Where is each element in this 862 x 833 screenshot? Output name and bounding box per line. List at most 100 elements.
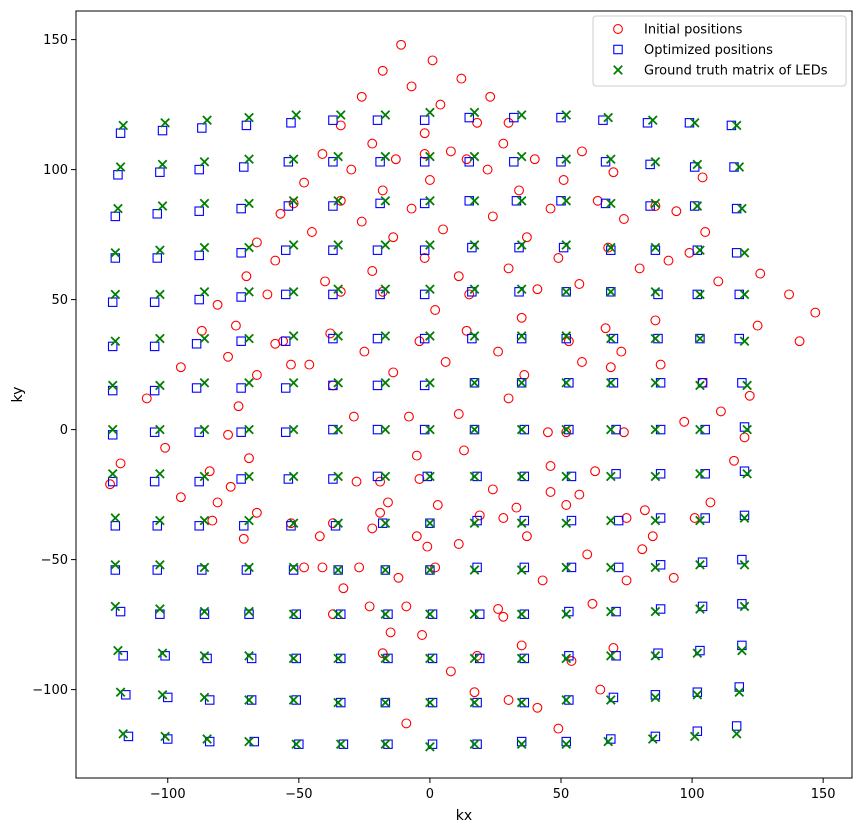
ground-truth-point [605,242,616,253]
optimized-position-point [516,333,527,344]
initial-position-point [498,138,509,149]
ground-truth-point [155,333,165,344]
ground-truth-point [115,162,126,172]
ground-truth-point [561,695,572,705]
x-stroke [692,689,703,700]
initial-position-point [744,390,755,401]
ground-truth-point [107,380,118,391]
initial-position-point [396,39,407,50]
ground-truth-point [692,648,703,659]
optimized-position-point [149,476,160,487]
optimized-position-point [121,690,131,700]
x-stroke [692,159,703,170]
x-stroke [199,333,210,344]
ground-truth-point [734,687,745,698]
x-stroke [689,117,700,128]
initial-position-point [639,505,650,516]
x-stroke [737,203,747,214]
x-stroke [380,151,391,162]
initial-position-point [414,336,425,347]
ground-truth-point [737,645,747,656]
x-stroke [107,380,118,391]
optimized-position-point [556,157,566,167]
x-stroke [605,377,616,388]
x-stroke [516,424,527,435]
ground-truth-point [118,120,129,131]
x-stroke [469,739,480,750]
optimized-position-point [692,687,703,697]
x-tick-label: 150 [811,787,836,802]
x-stroke [561,471,572,482]
ground-truth-point [113,645,123,656]
y-tick-label: 150 [43,33,68,48]
initial-position-point [618,214,629,224]
legend-label-ground-truth: Ground truth matrix of LEDs [644,64,828,79]
x-stroke [613,65,623,75]
optimized-position-point [650,690,661,700]
ground-truth-point [199,333,210,344]
optimized-position-point [149,341,160,352]
initial-position-point [338,583,349,594]
optimized-position-point [419,245,430,255]
optimized-position-point [149,427,160,437]
ground-truth-point [380,471,391,482]
x-stroke [333,424,343,435]
ground-truth-point [380,331,391,341]
initial-position-point [485,91,496,102]
initial-position-point [700,227,711,237]
initial-position-point [351,476,362,487]
optimized-position-point [606,245,616,255]
optimized-position-point [692,726,703,736]
initial-position-point [427,55,438,66]
optimized-position-point [642,118,653,128]
initial-position-point [445,666,456,677]
ground-truth-point [380,609,391,620]
ground-truth-point [288,154,299,165]
ground-truth-point [425,284,435,295]
initial-position-point [212,299,223,310]
x-stroke [425,565,435,575]
optimized-position-point [197,123,207,133]
x-stroke [603,112,614,123]
x-stroke [605,286,616,297]
x-stroke [516,697,527,708]
ground-truth-point [110,513,121,523]
initial-position-point [286,359,296,370]
x-stroke [561,424,572,435]
ground-truth-point [739,601,750,612]
ground-truth-point [155,245,165,256]
optimized-position-point [328,333,338,344]
initial-position-point [574,489,585,500]
legend-marker-optimized [613,44,623,55]
ground-truth-point [333,518,343,529]
legend-label-optimized: Optimized positions [644,43,773,58]
ground-truth-point [333,195,343,206]
ground-truth-point [199,650,210,661]
optimized-position-point [419,198,430,209]
ground-truth-point [692,689,703,700]
optimized-position-point [118,651,128,661]
x-stroke [425,471,435,482]
initial-position-point [175,362,186,373]
x-stroke [155,289,165,300]
x-stroke [695,468,705,479]
x-stroke [110,559,121,570]
x-stroke [157,201,168,211]
x-stroke [244,695,254,705]
ground-truth-point [380,195,391,206]
initial-position-point [453,271,464,282]
ground-truth-point [650,692,661,703]
initial-position-point [605,362,616,373]
initial-position-point [251,507,262,518]
initial-position-point [419,149,430,159]
x-stroke [516,284,527,295]
x-stroke [425,518,435,529]
optimized-position-point [380,565,391,575]
optimized-position-point [328,201,338,211]
ground-truth-point [425,741,435,752]
initial-position-point [375,507,386,518]
x-stroke [739,559,750,570]
initial-position-point [359,346,370,357]
x-stroke [469,697,480,708]
optimized-position-point [695,333,705,344]
